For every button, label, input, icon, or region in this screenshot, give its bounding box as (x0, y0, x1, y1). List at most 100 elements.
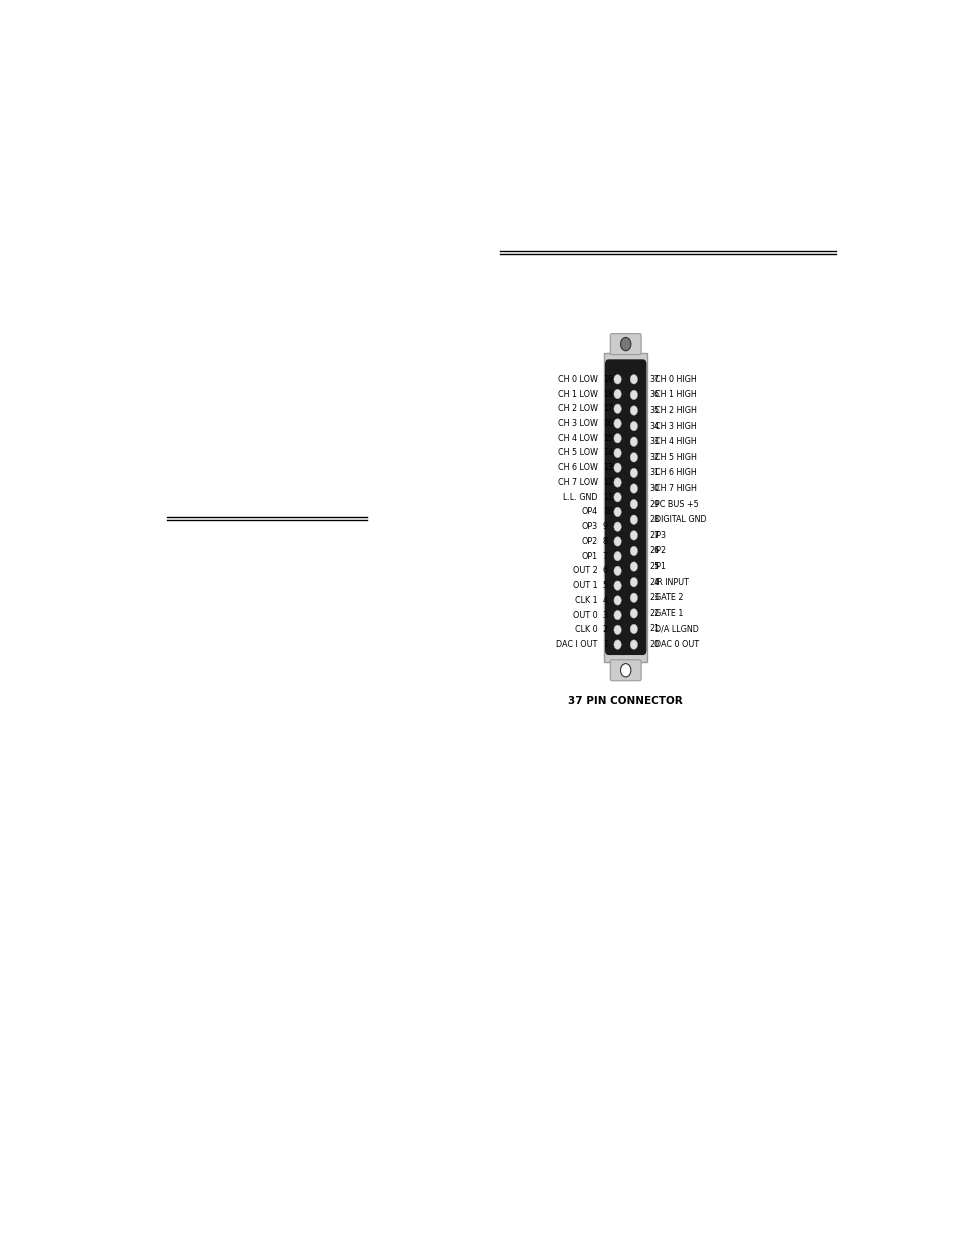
Text: CH 2 LOW: CH 2 LOW (557, 404, 597, 414)
Text: 30: 30 (649, 484, 659, 493)
Text: 7: 7 (602, 552, 607, 561)
Text: CH 2 HIGH: CH 2 HIGH (654, 406, 696, 415)
Text: OP1: OP1 (581, 552, 597, 561)
Text: CH 7 HIGH: CH 7 HIGH (654, 484, 696, 493)
Text: 22: 22 (649, 609, 659, 618)
Text: 1: 1 (602, 640, 607, 650)
Text: CH 4 HIGH: CH 4 HIGH (654, 437, 696, 446)
Text: IR INPUT: IR INPUT (654, 578, 688, 587)
FancyBboxPatch shape (610, 333, 640, 354)
Text: D/A LLGND: D/A LLGND (654, 625, 698, 634)
Circle shape (613, 566, 620, 576)
Text: 14: 14 (602, 448, 612, 457)
Circle shape (613, 493, 620, 501)
Text: 31: 31 (649, 468, 659, 478)
Text: 11: 11 (602, 493, 612, 501)
Text: IP2: IP2 (654, 546, 666, 556)
Text: 20: 20 (649, 640, 659, 650)
FancyBboxPatch shape (603, 353, 646, 662)
Text: CH 0 HIGH: CH 0 HIGH (654, 374, 696, 384)
Text: DIGITAL GND: DIGITAL GND (654, 515, 705, 524)
Text: CH 1 LOW: CH 1 LOW (558, 389, 597, 399)
Circle shape (630, 531, 637, 540)
Text: 37: 37 (649, 374, 659, 384)
Text: OUT 0: OUT 0 (573, 610, 597, 620)
Text: CH 3 HIGH: CH 3 HIGH (654, 421, 696, 431)
Circle shape (613, 463, 620, 473)
Text: 37 PIN CONNECTOR: 37 PIN CONNECTOR (568, 697, 682, 706)
Text: CH 3 LOW: CH 3 LOW (558, 419, 597, 429)
Text: 24: 24 (649, 578, 659, 587)
Text: 18: 18 (602, 389, 612, 399)
Circle shape (630, 452, 637, 462)
Text: CLK 1: CLK 1 (575, 595, 597, 605)
Circle shape (630, 406, 637, 415)
Circle shape (613, 625, 620, 635)
Circle shape (630, 593, 637, 603)
Circle shape (613, 595, 620, 605)
Circle shape (613, 522, 620, 531)
Text: CH 6 LOW: CH 6 LOW (558, 463, 597, 472)
Circle shape (630, 390, 637, 400)
Text: OUT 1: OUT 1 (573, 582, 597, 590)
Text: PC BUS +5: PC BUS +5 (654, 500, 698, 509)
Text: OP3: OP3 (581, 522, 597, 531)
Text: CH 5 HIGH: CH 5 HIGH (654, 453, 696, 462)
Circle shape (613, 389, 620, 399)
Text: 26: 26 (649, 546, 659, 556)
Circle shape (613, 610, 620, 620)
Text: 17: 17 (602, 404, 612, 414)
Text: 8: 8 (602, 537, 607, 546)
Circle shape (630, 562, 637, 572)
Text: OP2: OP2 (580, 537, 597, 546)
Text: 4: 4 (602, 595, 607, 605)
Text: 23: 23 (649, 593, 659, 603)
Text: DAC I OUT: DAC I OUT (556, 640, 597, 650)
Text: 25: 25 (649, 562, 659, 571)
Circle shape (613, 433, 620, 443)
Circle shape (613, 551, 620, 561)
Circle shape (613, 448, 620, 458)
Text: CH 1 HIGH: CH 1 HIGH (654, 390, 696, 399)
Circle shape (613, 478, 620, 488)
Circle shape (630, 484, 637, 493)
Circle shape (613, 580, 620, 590)
Text: 3: 3 (602, 610, 607, 620)
Text: 34: 34 (649, 421, 659, 431)
Text: 21: 21 (649, 625, 659, 634)
Text: CH 0 LOW: CH 0 LOW (558, 374, 597, 384)
Text: 33: 33 (649, 437, 659, 446)
Text: 19: 19 (602, 374, 612, 384)
Circle shape (613, 508, 620, 516)
Circle shape (630, 421, 637, 431)
Text: OP4: OP4 (581, 508, 597, 516)
FancyBboxPatch shape (604, 359, 646, 655)
Circle shape (630, 624, 637, 634)
Text: CH 4 LOW: CH 4 LOW (558, 433, 597, 442)
Text: 28: 28 (649, 515, 659, 524)
Text: 9: 9 (602, 522, 607, 531)
Circle shape (630, 609, 637, 619)
Text: 5: 5 (602, 582, 607, 590)
Circle shape (630, 578, 637, 587)
Circle shape (619, 663, 630, 677)
Text: GATE 1: GATE 1 (654, 609, 682, 618)
Text: L.L. GND: L.L. GND (562, 493, 597, 501)
Text: OUT 2: OUT 2 (572, 567, 597, 576)
Text: CLK 0: CLK 0 (575, 625, 597, 635)
Text: IP3: IP3 (654, 531, 666, 540)
Text: 2: 2 (602, 625, 607, 635)
Text: 6: 6 (602, 567, 607, 576)
Text: 32: 32 (649, 453, 659, 462)
Text: 10: 10 (602, 508, 612, 516)
Text: 16: 16 (602, 419, 612, 429)
Circle shape (619, 337, 630, 351)
Circle shape (630, 499, 637, 509)
Text: 13: 13 (602, 463, 612, 472)
Text: IP1: IP1 (654, 562, 666, 571)
Circle shape (613, 640, 620, 650)
Circle shape (630, 640, 637, 650)
Text: DAC 0 OUT: DAC 0 OUT (654, 640, 698, 650)
Circle shape (630, 468, 637, 478)
Circle shape (630, 546, 637, 556)
